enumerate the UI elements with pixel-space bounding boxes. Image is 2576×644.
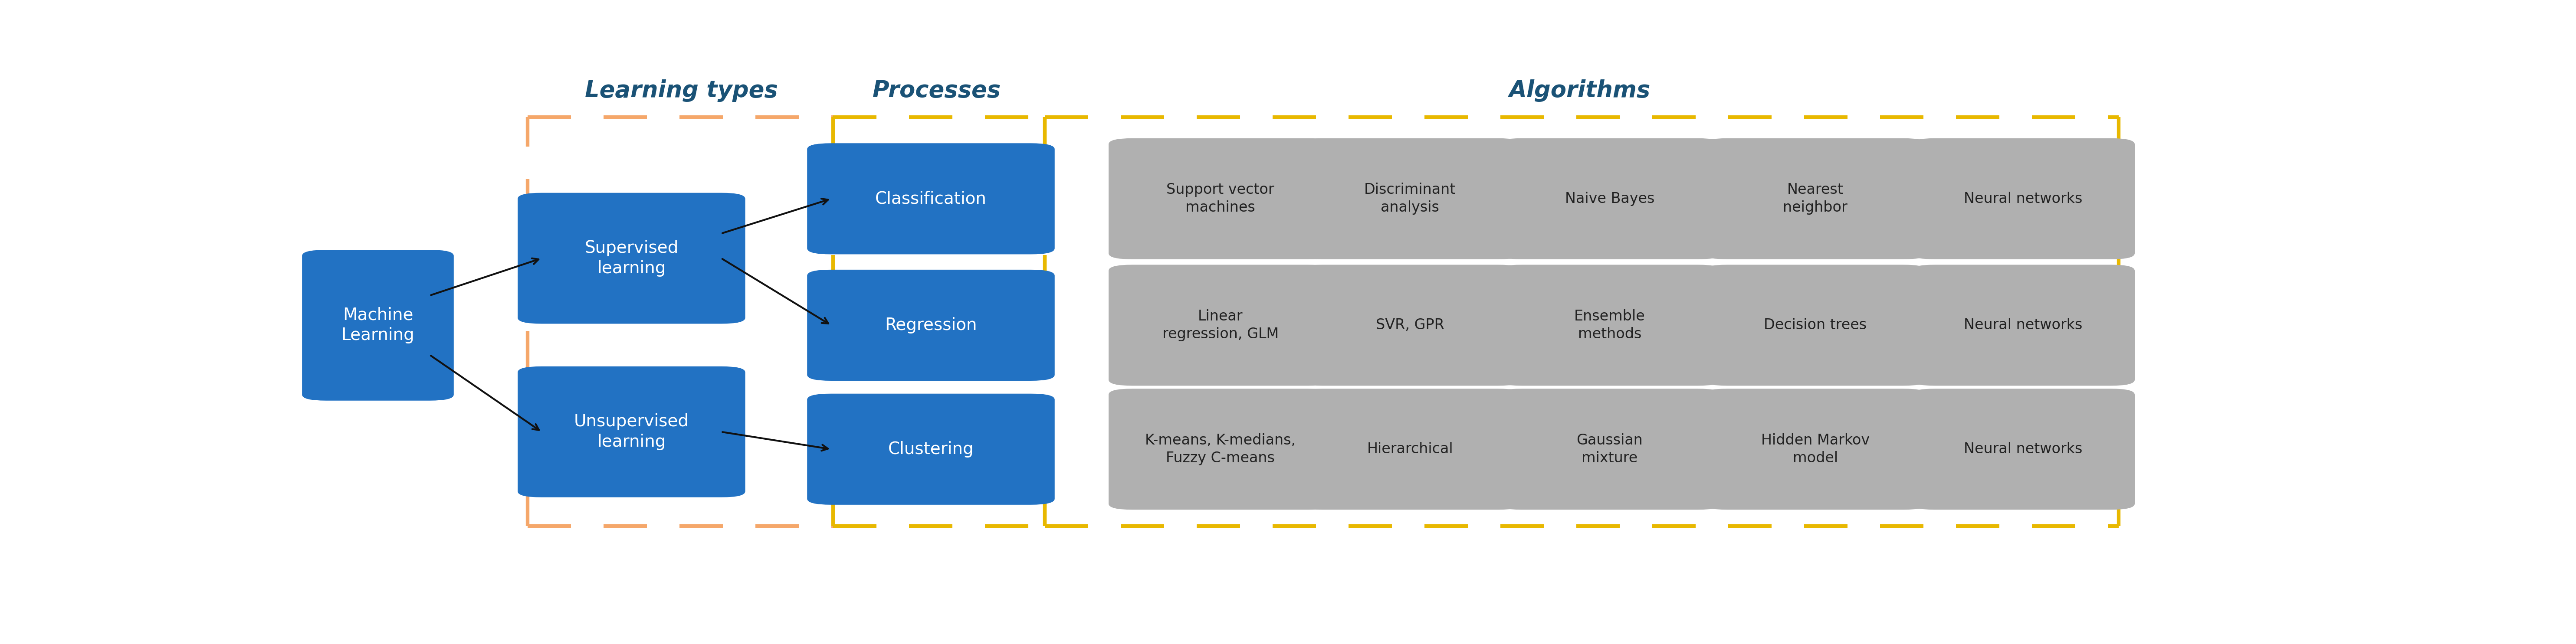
FancyBboxPatch shape [1911,138,2136,260]
Text: Supervised
learning: Supervised learning [585,240,677,277]
FancyBboxPatch shape [1108,265,1332,386]
FancyBboxPatch shape [806,270,1054,381]
Text: Regression: Regression [884,317,976,334]
FancyBboxPatch shape [1703,389,1927,509]
Text: Hidden Markov
model: Hidden Markov model [1762,433,1870,465]
FancyBboxPatch shape [518,193,744,324]
Text: Hierarchical: Hierarchical [1368,442,1453,457]
Text: Nearest
neighbor: Nearest neighbor [1783,183,1847,214]
FancyBboxPatch shape [1497,138,1721,260]
Text: Gaussian
mixture: Gaussian mixture [1577,433,1643,465]
Text: Classification: Classification [876,191,987,207]
Text: Processes: Processes [873,79,1002,102]
FancyBboxPatch shape [1298,265,1522,386]
Text: Support vector
machines: Support vector machines [1167,183,1275,214]
FancyBboxPatch shape [1497,265,1721,386]
FancyBboxPatch shape [1703,265,1927,386]
Text: K-means, K-medians,
Fuzzy C-means: K-means, K-medians, Fuzzy C-means [1146,433,1296,465]
FancyBboxPatch shape [1911,265,2136,386]
FancyBboxPatch shape [301,250,453,401]
FancyBboxPatch shape [806,393,1054,505]
FancyBboxPatch shape [1298,138,1522,260]
Text: Discriminant
analysis: Discriminant analysis [1365,183,1455,214]
FancyBboxPatch shape [1298,389,1522,509]
FancyBboxPatch shape [1108,389,1332,509]
Text: Clustering: Clustering [889,441,974,457]
FancyBboxPatch shape [1497,389,1721,509]
FancyBboxPatch shape [806,143,1054,254]
Text: Unsupervised
learning: Unsupervised learning [574,413,688,450]
Text: Learning types: Learning types [585,79,778,102]
Text: SVR, GPR: SVR, GPR [1376,318,1445,332]
FancyBboxPatch shape [1703,138,1927,260]
FancyBboxPatch shape [518,366,744,497]
Text: Linear
regression, GLM: Linear regression, GLM [1162,309,1278,341]
Text: Ensemble
methods: Ensemble methods [1574,309,1646,341]
Text: Neural networks: Neural networks [1963,442,2081,457]
Text: Neural networks: Neural networks [1963,318,2081,332]
FancyBboxPatch shape [1108,138,1332,260]
Text: Naive Bayes: Naive Bayes [1564,192,1654,206]
Text: Machine
Learning: Machine Learning [340,307,415,344]
Text: Neural networks: Neural networks [1963,192,2081,206]
Text: Decision trees: Decision trees [1765,318,1868,332]
FancyBboxPatch shape [1911,389,2136,509]
Text: Algorithms: Algorithms [1510,79,1651,102]
